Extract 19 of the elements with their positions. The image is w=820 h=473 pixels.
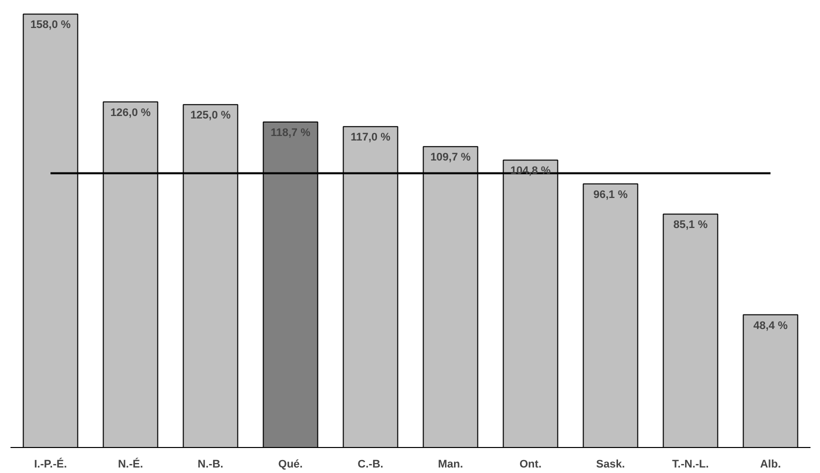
x-tick-label: N.-É. xyxy=(118,458,144,470)
data-label: 125,0 % xyxy=(190,110,231,122)
x-tick-label: N.-B. xyxy=(198,458,224,470)
x-tick-label: I.-P.-É. xyxy=(34,458,67,470)
data-label: 85,1 % xyxy=(673,219,708,232)
data-label: 117,0 % xyxy=(350,132,391,144)
data-label: 126,0 % xyxy=(110,106,151,119)
x-tick-label: Alb. xyxy=(760,458,781,470)
x-tick-label: T.-N.-L. xyxy=(672,458,709,470)
x-tick-label: Qué. xyxy=(278,458,303,470)
x-tick-label: Man. xyxy=(438,458,464,470)
data-label: 48,4 % xyxy=(753,320,788,332)
x-tick-label: Sask. xyxy=(596,458,625,470)
data-label: 109,7 % xyxy=(430,152,471,164)
data-label: 96,1 % xyxy=(593,188,628,201)
data-label: 158,0 % xyxy=(30,19,71,32)
data-label: 118,7 % xyxy=(270,126,311,139)
x-tick-label: Ont. xyxy=(520,458,542,470)
x-tick-label: C.-B. xyxy=(358,458,384,470)
